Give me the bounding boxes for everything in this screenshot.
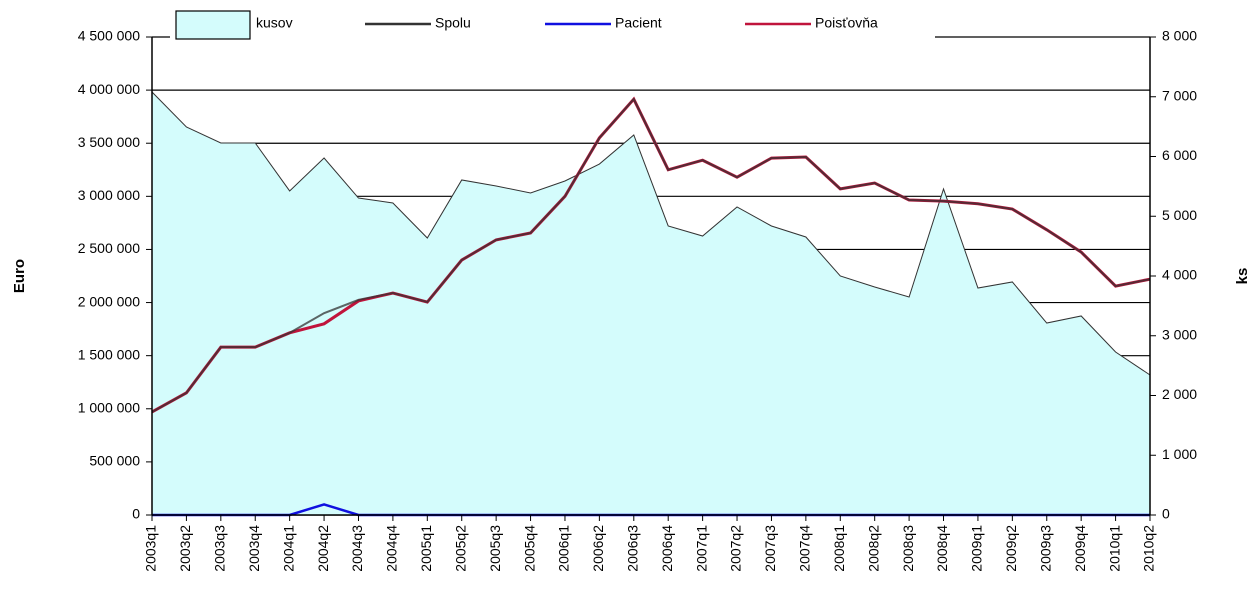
x-tick-label: 2010q1 [1106, 525, 1122, 572]
y2-tick-label: 7 000 [1162, 87, 1197, 103]
x-tick-label: 2007q1 [693, 525, 709, 572]
x-tick-label: 2008q4 [934, 525, 950, 572]
x-tick-label: 2006q1 [556, 525, 572, 572]
x-tick-label: 2003q1 [143, 525, 159, 572]
y-tick-label: 4 000 000 [78, 81, 140, 97]
x-tick-label: 2007q3 [762, 525, 778, 572]
x-tick-label: 2004q2 [315, 525, 331, 572]
x-tick-label: 2009q2 [1003, 525, 1019, 572]
x-tick-label: 2008q2 [865, 525, 881, 572]
legend-label: Pacient [615, 15, 662, 31]
x-tick-label: 2003q2 [177, 525, 193, 572]
y-tick-label: 4 500 000 [78, 28, 140, 44]
x-tick-label: 2004q3 [349, 525, 365, 572]
legend-swatch [175, 10, 251, 40]
x-tick-label: 2006q4 [659, 525, 675, 572]
y2-tick-label: 4 000 [1162, 267, 1197, 283]
line [151, 97, 1151, 413]
y-axis-label: Euro [11, 259, 28, 293]
y2-tick-label: 8 000 [1162, 28, 1197, 44]
x-tick-label: 2009q1 [969, 525, 985, 572]
legend-label: kusov [256, 15, 293, 31]
legend-label: Poisťovňa [815, 15, 878, 31]
y-tick-label: 2 500 000 [78, 240, 140, 256]
x-tick-label: 2009q3 [1037, 525, 1053, 572]
y-tick-label: 1 500 000 [78, 346, 140, 362]
y2-tick-label: 3 000 [1162, 326, 1197, 342]
x-tick-label: 2004q1 [280, 525, 296, 572]
y-tick-label: 0 [132, 506, 140, 522]
x-tick-label: 2005q4 [521, 525, 537, 572]
x-tick-label: 2008q1 [831, 525, 847, 572]
y-tick-label: 3 500 000 [78, 134, 140, 150]
area [151, 90, 1151, 516]
y-tick-label: 2 000 000 [78, 293, 140, 309]
y2-tick-label: 1 000 [1162, 446, 1197, 462]
x-tick-label: 2005q1 [418, 525, 434, 572]
x-tick-label: 2010q2 [1141, 525, 1157, 572]
x-tick-label: 2008q3 [900, 525, 916, 572]
y2-tick-label: 5 000 [1162, 207, 1197, 223]
x-tick-label: 2006q2 [590, 525, 606, 572]
legend-label: Spolu [435, 15, 471, 31]
y2-tick-label: 0 [1162, 506, 1170, 522]
y2-axis-label: ks [1234, 268, 1251, 285]
x-tick-label: 2007q4 [797, 525, 813, 572]
x-tick-label: 2003q4 [246, 525, 262, 572]
y-tick-label: 3 000 000 [78, 187, 140, 203]
x-tick-label: 2003q3 [212, 525, 228, 572]
x-tick-label: 2007q2 [728, 525, 744, 572]
y-tick-label: 500 000 [89, 453, 140, 469]
y-tick-label: 1 000 000 [78, 399, 140, 415]
y2-tick-label: 2 000 [1162, 386, 1197, 402]
y2-tick-label: 6 000 [1162, 147, 1197, 163]
x-tick-label: 2005q3 [487, 525, 503, 572]
x-tick-label: 2006q3 [624, 525, 640, 572]
x-tick-label: 2004q4 [384, 525, 400, 572]
x-tick-label: 2009q4 [1072, 525, 1088, 572]
x-tick-label: 2005q2 [452, 525, 468, 572]
